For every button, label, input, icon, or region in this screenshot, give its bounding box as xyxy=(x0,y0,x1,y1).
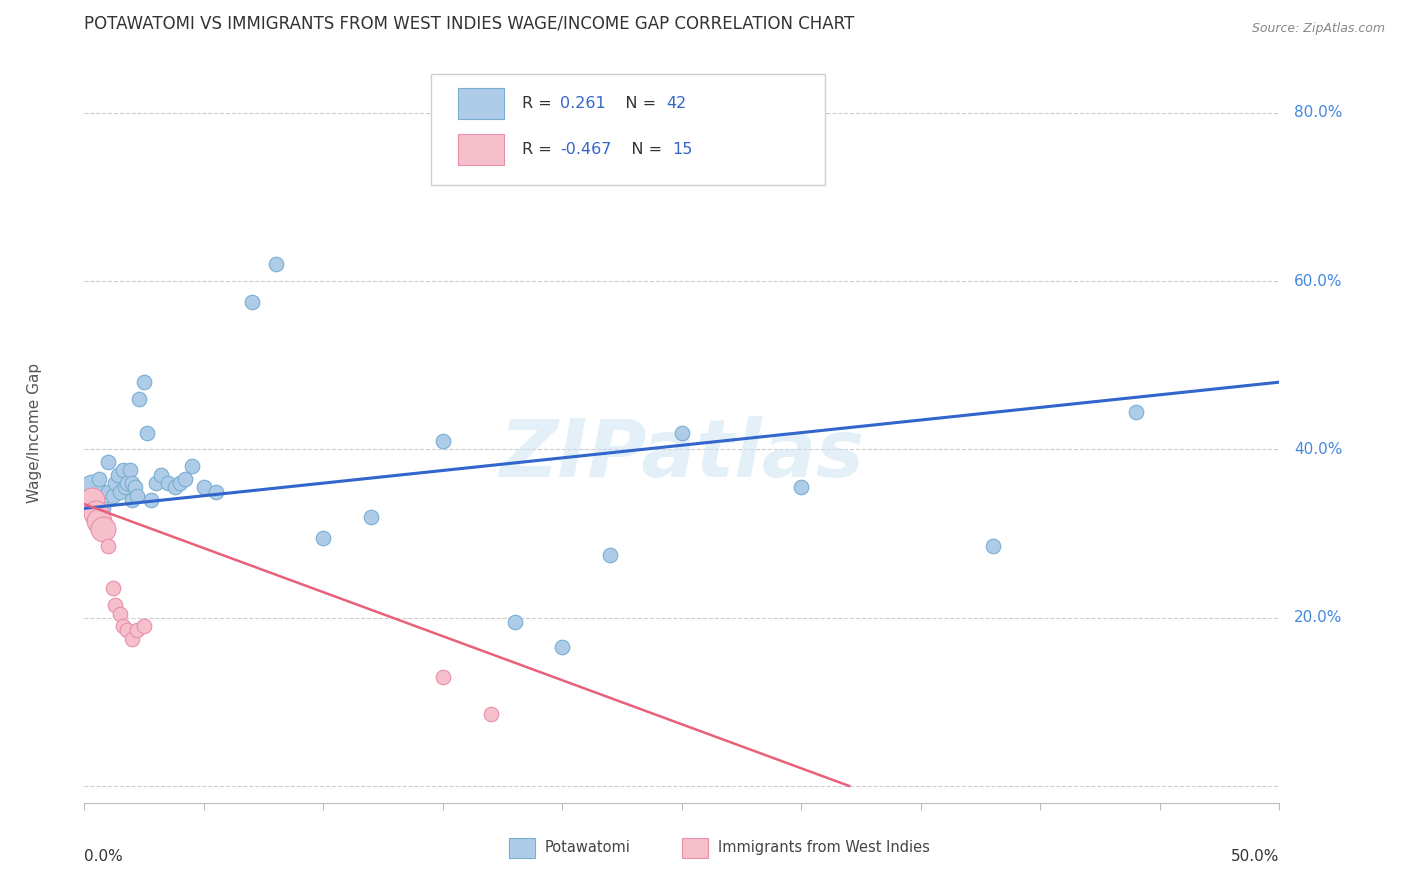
Point xyxy=(124,480,146,494)
Text: 60.0%: 60.0% xyxy=(1294,274,1343,289)
Text: Wage/Income Gap: Wage/Income Gap xyxy=(27,362,42,503)
Point xyxy=(790,480,813,494)
Point xyxy=(479,707,502,722)
Bar xyxy=(509,838,534,858)
Point xyxy=(80,480,103,494)
Point xyxy=(181,459,204,474)
Point xyxy=(97,484,120,499)
Point xyxy=(135,425,157,440)
Point xyxy=(80,492,103,507)
Text: N =: N = xyxy=(610,95,661,111)
Point xyxy=(111,619,134,633)
Point xyxy=(173,472,195,486)
Text: 15: 15 xyxy=(672,143,693,157)
Point xyxy=(110,484,132,499)
Point xyxy=(125,624,148,638)
Point xyxy=(97,539,120,553)
Text: 40.0%: 40.0% xyxy=(1294,442,1343,457)
Point xyxy=(360,509,382,524)
Point xyxy=(312,531,335,545)
Point xyxy=(981,539,1004,553)
Point xyxy=(93,501,115,516)
Point xyxy=(118,463,141,477)
Point xyxy=(157,476,180,491)
Point xyxy=(121,492,143,507)
FancyBboxPatch shape xyxy=(432,73,825,185)
Text: 0.261: 0.261 xyxy=(560,95,606,111)
Bar xyxy=(458,87,503,119)
Text: Potawatomi: Potawatomi xyxy=(544,840,630,855)
Text: 42: 42 xyxy=(666,95,686,111)
Text: 80.0%: 80.0% xyxy=(1294,105,1343,120)
Point xyxy=(145,476,167,491)
Text: 50.0%: 50.0% xyxy=(1232,849,1279,864)
Point xyxy=(128,392,150,406)
Point xyxy=(503,615,526,629)
Text: POTAWATOMI VS IMMIGRANTS FROM WEST INDIES WAGE/INCOME GAP CORRELATION CHART: POTAWATOMI VS IMMIGRANTS FROM WEST INDIE… xyxy=(84,15,855,33)
Point xyxy=(87,514,110,528)
Point xyxy=(132,619,156,633)
Point xyxy=(117,476,139,491)
Text: R =: R = xyxy=(522,95,557,111)
Text: 20.0%: 20.0% xyxy=(1294,610,1343,625)
Point xyxy=(149,467,172,482)
Text: N =: N = xyxy=(616,143,668,157)
Point xyxy=(93,522,115,536)
Bar xyxy=(458,135,503,165)
Point xyxy=(264,257,287,271)
Point xyxy=(104,598,127,612)
Point xyxy=(86,506,108,520)
Point xyxy=(107,467,129,482)
Point xyxy=(432,434,454,448)
Point xyxy=(121,632,143,646)
Point xyxy=(121,476,143,491)
Point xyxy=(87,472,110,486)
Bar xyxy=(682,838,709,858)
Text: 0.0%: 0.0% xyxy=(84,849,124,864)
Point xyxy=(132,375,156,389)
Point xyxy=(97,455,120,469)
Text: Immigrants from West Indies: Immigrants from West Indies xyxy=(718,840,929,855)
Point xyxy=(101,489,124,503)
Point xyxy=(110,607,132,621)
Point xyxy=(551,640,574,655)
Point xyxy=(114,480,136,494)
Text: Source: ZipAtlas.com: Source: ZipAtlas.com xyxy=(1251,22,1385,36)
Point xyxy=(240,295,263,310)
Point xyxy=(117,624,139,638)
Point xyxy=(165,480,187,494)
Text: R =: R = xyxy=(522,143,557,157)
Point xyxy=(141,492,163,507)
Text: -0.467: -0.467 xyxy=(560,143,612,157)
Point xyxy=(101,581,124,595)
Point xyxy=(125,489,148,503)
Point xyxy=(169,476,191,491)
Text: ZIPatlas: ZIPatlas xyxy=(499,416,865,494)
Point xyxy=(205,484,228,499)
Point xyxy=(193,480,215,494)
Point xyxy=(671,425,693,440)
Point xyxy=(599,548,621,562)
Point xyxy=(1125,404,1147,418)
Point xyxy=(432,670,454,684)
Point xyxy=(111,463,134,477)
Point xyxy=(104,476,127,491)
